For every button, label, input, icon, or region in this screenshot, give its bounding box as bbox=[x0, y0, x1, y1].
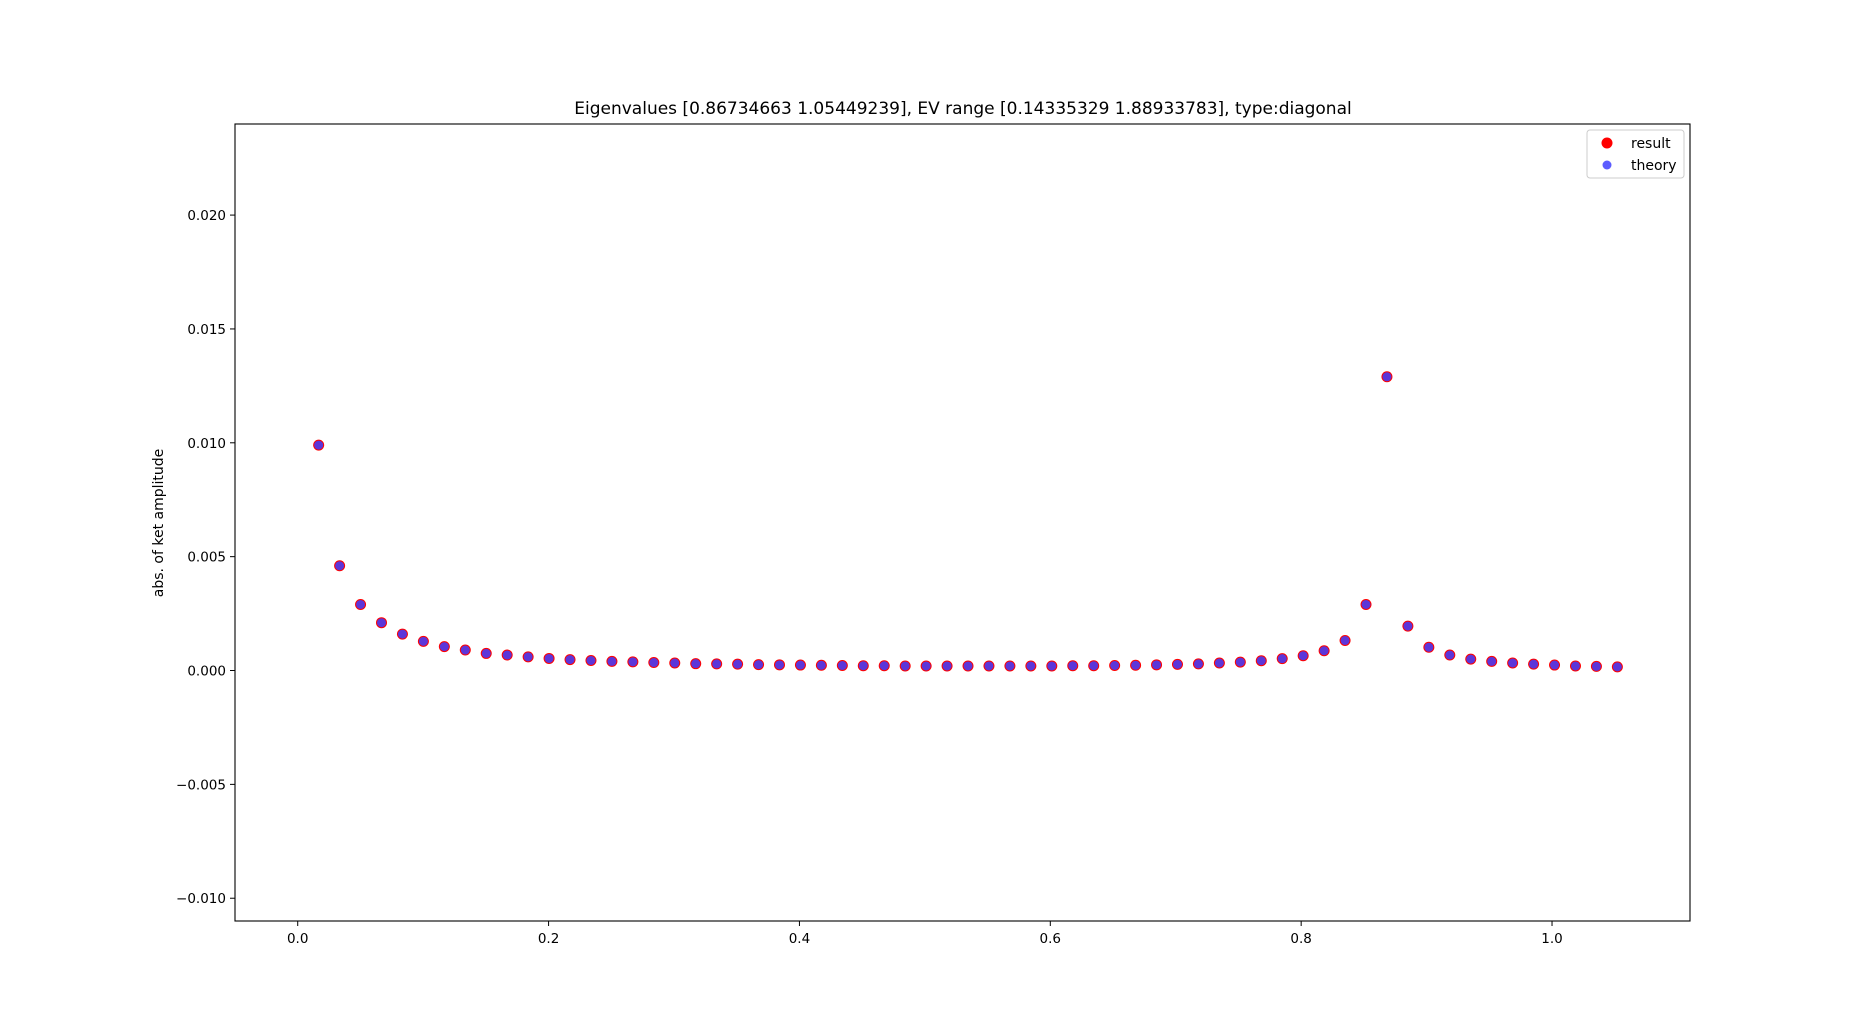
theory-point bbox=[1152, 660, 1162, 670]
y-tick-label: 0.005 bbox=[187, 550, 226, 566]
theory-point bbox=[1466, 654, 1476, 664]
y-tick-label: 0.000 bbox=[187, 664, 226, 680]
theory-point bbox=[356, 599, 366, 609]
legend-label-theory: theory bbox=[1631, 158, 1677, 174]
theory-point bbox=[1110, 661, 1120, 671]
theory-point bbox=[335, 561, 345, 571]
x-axis: 0.0 0.2 0.4 0.6 0.8 1.0 bbox=[287, 921, 1563, 947]
theory-point bbox=[607, 656, 617, 666]
theory-point bbox=[544, 653, 554, 663]
theory-point bbox=[1235, 657, 1245, 667]
theory-point bbox=[1131, 660, 1141, 670]
theory-point bbox=[1550, 660, 1560, 670]
theory-point bbox=[1068, 661, 1078, 671]
x-tick-label: 0.0 bbox=[287, 931, 308, 947]
theory-point bbox=[1005, 661, 1015, 671]
theory-point bbox=[942, 661, 952, 671]
theory-point bbox=[565, 655, 575, 665]
legend-label-result: result bbox=[1631, 136, 1671, 152]
theory-point bbox=[837, 661, 847, 671]
y-tick-label: 0.010 bbox=[187, 436, 226, 452]
theory-point bbox=[397, 629, 407, 639]
x-tick-label: 0.6 bbox=[1040, 931, 1061, 947]
theory-point bbox=[649, 658, 659, 668]
theory-point bbox=[1591, 661, 1601, 671]
theory-point bbox=[1172, 659, 1182, 669]
theory-point bbox=[670, 658, 680, 668]
theory-point bbox=[858, 661, 868, 671]
y-axis-title: abs. of ket amplitude bbox=[151, 449, 167, 598]
theory-point bbox=[1319, 646, 1329, 656]
legend-marker-result bbox=[1601, 137, 1613, 149]
chart-title: Eigenvalues [0.86734663 1.05449239], EV … bbox=[574, 99, 1351, 119]
theory-point bbox=[1445, 650, 1455, 660]
y-tick-label: 0.015 bbox=[187, 322, 226, 338]
series-theory bbox=[314, 372, 1622, 672]
theory-point bbox=[1026, 661, 1036, 671]
legend: result theory bbox=[1586, 129, 1685, 179]
theory-point bbox=[879, 661, 889, 671]
theory-point bbox=[1089, 661, 1099, 671]
theory-point bbox=[921, 661, 931, 671]
x-tick-label: 0.8 bbox=[1290, 931, 1311, 947]
theory-point bbox=[1361, 599, 1371, 609]
theory-point bbox=[733, 659, 743, 669]
theory-point bbox=[586, 655, 596, 665]
y-tick-label: 0.020 bbox=[187, 208, 226, 224]
theory-point bbox=[1277, 654, 1287, 664]
theory-point bbox=[1256, 656, 1266, 666]
theory-point bbox=[1298, 651, 1308, 661]
theory-point bbox=[1193, 659, 1203, 669]
theory-point bbox=[1612, 662, 1622, 672]
theory-point bbox=[774, 660, 784, 670]
theory-point bbox=[1047, 661, 1057, 671]
y-tick-label: −0.005 bbox=[176, 777, 226, 793]
theory-point bbox=[712, 659, 722, 669]
theory-point bbox=[795, 660, 805, 670]
theory-point bbox=[754, 660, 764, 670]
theory-point bbox=[628, 657, 638, 667]
theory-point bbox=[377, 618, 387, 628]
theory-point bbox=[963, 661, 973, 671]
x-tick-label: 0.4 bbox=[789, 931, 810, 947]
x-tick-label: 1.0 bbox=[1541, 931, 1562, 947]
theory-point bbox=[502, 650, 512, 660]
y-axis: −0.010 −0.005 0.000 0.005 0.010 0.015 0.020 bbox=[176, 208, 235, 907]
theory-point bbox=[314, 440, 324, 450]
legend-marker-theory bbox=[1602, 160, 1612, 170]
theory-point bbox=[439, 642, 449, 652]
data-points bbox=[313, 371, 1623, 673]
theory-point bbox=[984, 661, 994, 671]
theory-point bbox=[1508, 658, 1518, 668]
theory-point bbox=[1214, 658, 1224, 668]
theory-point bbox=[1403, 621, 1413, 631]
theory-point bbox=[1382, 372, 1392, 382]
y-tick-label: −0.010 bbox=[176, 891, 226, 907]
theory-point bbox=[1340, 635, 1350, 645]
theory-point bbox=[418, 636, 428, 646]
theory-point bbox=[523, 652, 533, 662]
plot-area-frame bbox=[234, 123, 1691, 922]
theory-point bbox=[1487, 656, 1497, 666]
x-tick-label: 0.2 bbox=[538, 931, 559, 947]
theory-point bbox=[481, 648, 491, 658]
theory-point bbox=[816, 660, 826, 670]
theory-point bbox=[1424, 642, 1434, 652]
theory-point bbox=[1529, 659, 1539, 669]
theory-point bbox=[900, 661, 910, 671]
theory-point bbox=[1570, 661, 1580, 671]
theory-point bbox=[691, 659, 701, 669]
theory-point bbox=[460, 645, 470, 655]
